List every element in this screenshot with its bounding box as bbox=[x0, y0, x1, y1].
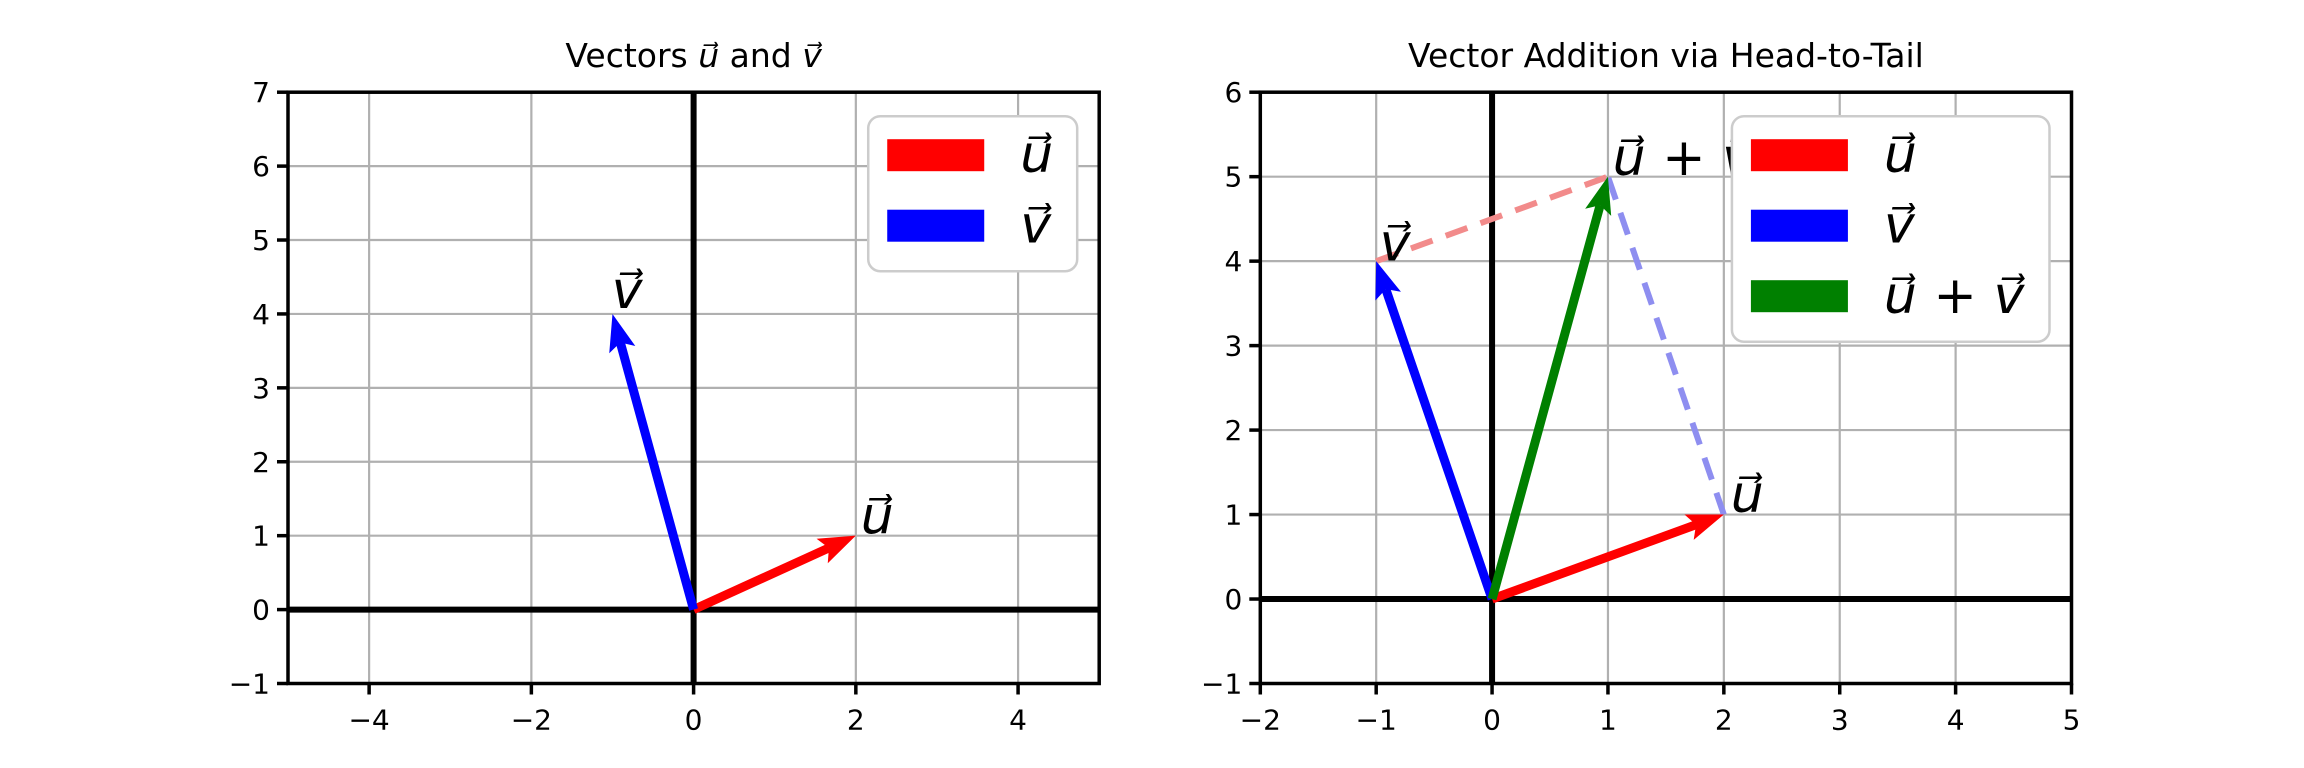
legend-swatch bbox=[1750, 280, 1848, 313]
x-tick-label: −1 bbox=[1356, 704, 1397, 737]
x-tick-label: −4 bbox=[348, 704, 389, 737]
x-tick-label: −2 bbox=[1240, 704, 1281, 737]
x-tick-label: 5 bbox=[2063, 704, 2081, 737]
y-tick-label: 4 bbox=[1224, 245, 1242, 278]
plot-title: Vectors u⃗ and v⃗ bbox=[565, 36, 823, 75]
plot-title: Vector Addition via Head-to-Tail bbox=[1408, 36, 1924, 75]
legend: u⃗ v⃗ u⃗ + v⃗ bbox=[1730, 114, 2051, 343]
vector-u-arrowhead bbox=[1684, 514, 1724, 540]
y-tick-label: 2 bbox=[252, 446, 270, 479]
legend-swatch bbox=[887, 139, 985, 172]
y-tick-label: 0 bbox=[1224, 583, 1242, 616]
x-tick-label: 4 bbox=[1947, 704, 1965, 737]
vector-u-shaft bbox=[1490, 520, 1698, 604]
y-tick-label: 2 bbox=[1224, 414, 1242, 447]
vector-v-label: v⃗ bbox=[1380, 213, 1412, 273]
x-tick-label: 2 bbox=[847, 704, 865, 737]
vector-v-shaft bbox=[615, 341, 698, 611]
legend-swatch bbox=[1750, 139, 1848, 172]
legend: u⃗ v⃗ bbox=[866, 114, 1079, 273]
vector-u-arrowhead bbox=[816, 535, 856, 564]
legend-label: u⃗ bbox=[1884, 125, 1917, 185]
y-tick-label: 3 bbox=[252, 372, 270, 405]
dashed-segment-v-shifted-to-u-tip bbox=[1605, 175, 1727, 516]
legend-swatch bbox=[887, 209, 985, 242]
vector-u+v-label: u⃗ + v⃗ bbox=[1613, 128, 1755, 188]
x-tick-label: 0 bbox=[1483, 704, 1501, 737]
x-tick-label: 1 bbox=[1599, 704, 1617, 737]
y-tick-label: −1 bbox=[1201, 668, 1242, 701]
x-tick-label: −2 bbox=[511, 704, 552, 737]
y-tick-label: −1 bbox=[229, 668, 270, 701]
legend-label: v⃗ bbox=[1884, 196, 1916, 256]
y-tick-label: 0 bbox=[252, 594, 270, 627]
x-tick-label: 3 bbox=[1831, 704, 1849, 737]
y-tick-label: 1 bbox=[1224, 499, 1242, 532]
x-tick-label: 4 bbox=[1009, 704, 1027, 737]
subplot-0: u⃗ v⃗ −4 −2 0 2 4 −1 0 1 2 3 4 5 6 7 Vectors u⃗ and v⃗ u⃗… bbox=[229, 36, 1101, 737]
y-tick-label: 1 bbox=[252, 520, 270, 553]
x-tick-label: 2 bbox=[1715, 704, 1733, 737]
y-tick-label: 7 bbox=[252, 76, 270, 109]
vector-v-arrowhead bbox=[1375, 261, 1401, 301]
y-tick-label: 6 bbox=[1224, 76, 1242, 109]
y-tick-label: 5 bbox=[1224, 161, 1242, 194]
vector-v-label: v⃗ bbox=[612, 261, 644, 321]
vector-u-label: u⃗ bbox=[1731, 465, 1764, 525]
x-tick-label: 0 bbox=[685, 704, 703, 737]
vector-u-label: u⃗ bbox=[861, 486, 894, 546]
axes-spines bbox=[1258, 90, 2074, 686]
vector-v-arrowhead bbox=[609, 313, 636, 354]
legend-label: u⃗ + v⃗ bbox=[1884, 266, 2026, 326]
vector-v-shaft bbox=[1381, 287, 1497, 601]
y-tick-label: 4 bbox=[252, 298, 270, 331]
y-tick-label: 5 bbox=[252, 224, 270, 257]
vector-u+v-arrowhead bbox=[1585, 176, 1612, 216]
vector-u-shaft bbox=[691, 543, 831, 614]
legend-swatch bbox=[1750, 209, 1848, 242]
y-tick-label: 6 bbox=[252, 150, 270, 183]
legend-label: v⃗ bbox=[1020, 196, 1052, 256]
vector-u+v-shaft bbox=[1487, 204, 1605, 601]
dashed-segment-u-shifted-to-v-tip bbox=[1375, 173, 1609, 264]
y-tick-label: 3 bbox=[1224, 330, 1242, 363]
legend-label: u⃗ bbox=[1020, 125, 1053, 185]
